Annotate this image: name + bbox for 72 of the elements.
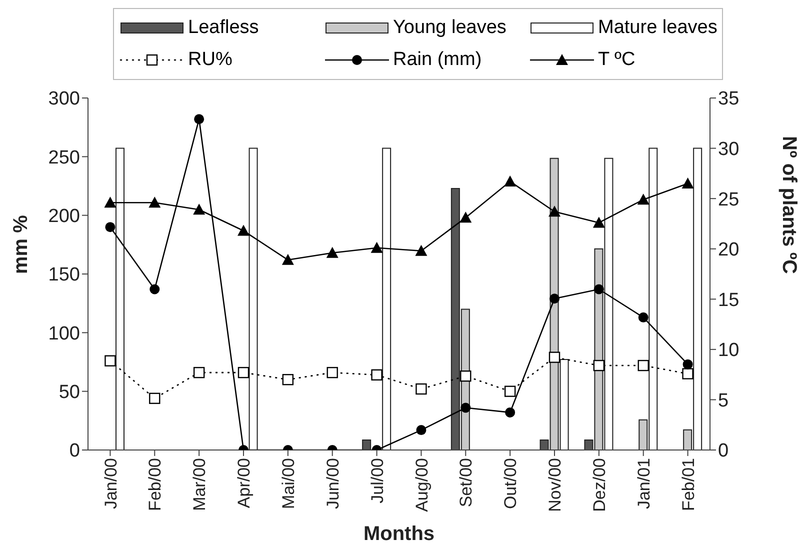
point (682, 359, 693, 370)
y-tick-label: 0 (69, 440, 80, 462)
x-tick-label: Jan/00 (101, 458, 120, 510)
y2-tick-label: 5 (718, 390, 729, 412)
y2-tick-label: 15 (718, 290, 740, 311)
legend-label: RU% (188, 49, 232, 71)
y2-tick-label: 30 (718, 139, 740, 160)
x-tick-label: Dez/00 (590, 458, 609, 512)
legend-label: Rain (mm) (393, 49, 482, 71)
point (148, 196, 161, 208)
point (638, 360, 649, 372)
y2-tick-label: 20 (718, 240, 740, 261)
legend-label: T ºC (598, 49, 636, 71)
x-tick-label: Jul/00 (368, 458, 387, 504)
point (682, 177, 694, 188)
point (505, 407, 516, 418)
point (238, 366, 250, 378)
x-tick-label: Mai/00 (279, 458, 298, 510)
point (326, 246, 338, 258)
point (460, 370, 472, 382)
legend-label: Young leaves (393, 17, 506, 39)
point (238, 224, 250, 236)
y2-tick-label: 25 (718, 189, 740, 210)
point (193, 204, 206, 215)
x-tick-label: Mar/00 (190, 458, 210, 511)
y2-axis-title: Nº of plants ºC (778, 136, 800, 274)
x-tick-label: Out/00 (501, 458, 520, 510)
legend-label: Mature leaves (598, 17, 718, 39)
legend-label: Leafless (188, 17, 259, 39)
point (326, 366, 338, 378)
y-tick-label: 100 (48, 323, 80, 344)
bar (362, 439, 372, 450)
x-tick-label: Aug/00 (412, 458, 432, 512)
y-tick-label: 200 (48, 206, 80, 228)
x-tick-label: Set/00 (456, 458, 476, 508)
point (460, 402, 471, 413)
y2-tick-label: 10 (718, 340, 740, 362)
point (104, 196, 116, 208)
y-tick-label: 250 (48, 147, 80, 168)
point (416, 425, 426, 436)
point (193, 366, 205, 378)
point (194, 114, 204, 124)
y-tick-label: 300 (48, 88, 80, 110)
point (594, 284, 604, 294)
point (548, 206, 560, 217)
x-tick-label: Feb/00 (146, 458, 165, 511)
x-tick-label: Nov/00 (546, 458, 565, 512)
point (638, 312, 648, 322)
x-tick-label: Jan/01 (634, 458, 654, 510)
point (504, 175, 516, 186)
x-tick-label: Apr/00 (234, 458, 254, 508)
y-axis-title: mm % (10, 214, 32, 274)
y-tick-label: 50 (58, 382, 80, 404)
point (105, 222, 116, 232)
y2-tick-label: 0 (718, 440, 729, 462)
point (593, 360, 605, 372)
y-tick-label: 150 (48, 264, 80, 286)
point (416, 383, 427, 395)
point (592, 216, 605, 228)
point (282, 254, 294, 265)
y2-tick-label: 35 (718, 88, 740, 110)
point (504, 386, 516, 397)
x-axis-title: Months (363, 523, 435, 545)
point (150, 284, 160, 294)
point (370, 242, 383, 253)
point (637, 194, 650, 205)
point (548, 352, 560, 363)
point (415, 244, 428, 256)
x-tick-label: Feb/01 (678, 458, 698, 511)
point (460, 212, 472, 223)
point (550, 294, 560, 304)
x-tick-label: Jun/00 (323, 458, 342, 510)
